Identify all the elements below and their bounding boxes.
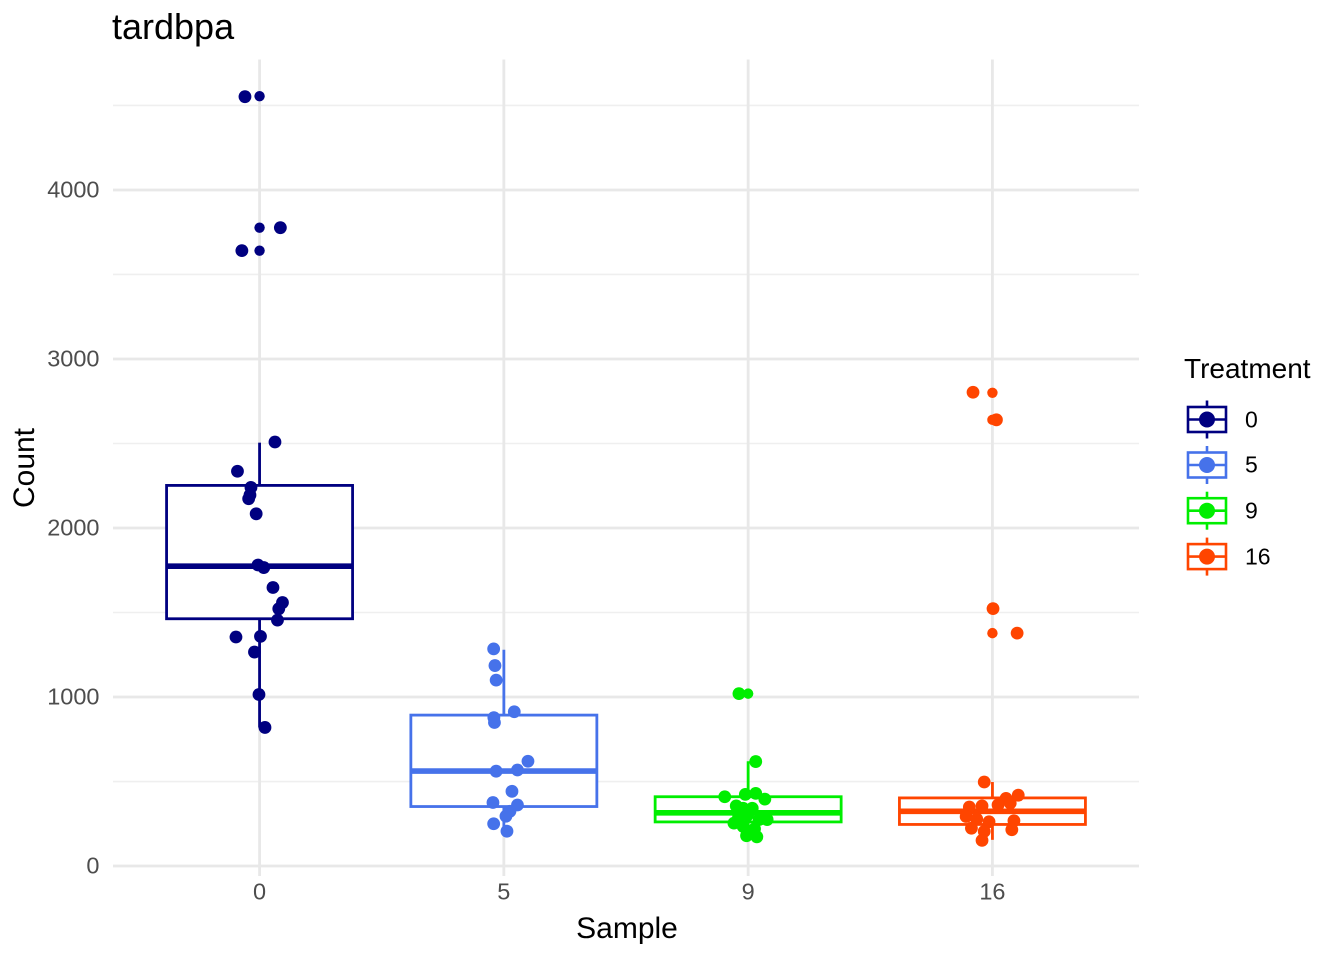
outlier-point [987, 387, 998, 398]
data-point [229, 630, 243, 644]
data-point [738, 787, 752, 801]
data-point [242, 492, 256, 506]
legend-entry-label: 16 [1245, 543, 1271, 570]
outlier-point [987, 627, 998, 639]
outlier-point [742, 688, 754, 699]
data-point [965, 821, 978, 835]
data-point [249, 507, 263, 521]
data-point [254, 629, 267, 643]
data-point [238, 90, 252, 104]
y-axis-title: Count [8, 427, 41, 509]
data-point [272, 602, 286, 616]
x-tick-label: 0 [253, 878, 267, 905]
y-tick-label: 3000 [47, 345, 100, 372]
legend-key-point [1199, 548, 1215, 565]
plot-title: tardbpa [112, 5, 235, 47]
data-point [488, 659, 502, 672]
data-point [489, 764, 503, 778]
outlier-point [254, 90, 265, 102]
data-point [741, 808, 755, 822]
data-point [749, 786, 763, 800]
y-tick-label: 4000 [47, 176, 100, 203]
data-point [521, 754, 535, 768]
data-point [487, 817, 501, 831]
x-axis-title: Sample [576, 912, 678, 945]
box [165, 484, 354, 621]
data-point [732, 687, 746, 701]
data-point [718, 790, 732, 804]
data-point [257, 561, 271, 574]
data-point [235, 244, 249, 258]
data-point [991, 798, 1005, 812]
legend-key-point [1199, 411, 1215, 428]
data-point [1011, 788, 1025, 802]
data-point [511, 763, 524, 777]
outlier-point [254, 222, 265, 233]
legend-key-point [1199, 502, 1215, 519]
data-point [966, 385, 980, 399]
x-tick-label: 16 [979, 878, 1006, 905]
data-point [488, 716, 501, 729]
x-tick-label: 5 [497, 878, 511, 905]
data-point [248, 645, 261, 659]
data-point [750, 830, 764, 844]
box [409, 713, 599, 808]
data-point [489, 673, 503, 687]
legend-entry-label: 5 [1245, 451, 1258, 478]
data-point [749, 755, 763, 768]
data-point [507, 705, 521, 719]
data-point [271, 613, 284, 627]
data-point [268, 435, 282, 449]
data-point [500, 824, 514, 838]
y-tick-label: 2000 [47, 514, 100, 541]
data-point [959, 810, 973, 823]
x-tick-label: 9 [741, 878, 755, 905]
data-point [499, 809, 513, 823]
data-point [760, 813, 774, 826]
data-point [273, 221, 287, 235]
y-tick-label: 1000 [47, 683, 100, 710]
data-point [740, 829, 753, 843]
data-point [252, 688, 266, 701]
data-point [977, 775, 991, 789]
data-point [975, 799, 989, 813]
data-point [258, 721, 272, 734]
legend-entry-label: 9 [1245, 497, 1258, 524]
legend-title: Treatment [1184, 352, 1311, 384]
data-point [231, 464, 244, 478]
data-point [986, 602, 1000, 616]
data-point [1005, 823, 1019, 837]
y-tick-label: 0 [86, 852, 100, 879]
data-point [487, 642, 501, 656]
legend-key-point [1199, 457, 1215, 473]
data-point [982, 815, 996, 829]
data-point [758, 792, 772, 806]
data-point [990, 413, 1003, 427]
data-point [505, 784, 519, 798]
data-point [486, 796, 500, 809]
data-point [975, 833, 989, 847]
data-point [1003, 796, 1017, 810]
outlier-point [254, 245, 265, 256]
legend-entry-label: 0 [1245, 406, 1258, 432]
data-point [1010, 626, 1024, 640]
data-point [266, 581, 280, 594]
